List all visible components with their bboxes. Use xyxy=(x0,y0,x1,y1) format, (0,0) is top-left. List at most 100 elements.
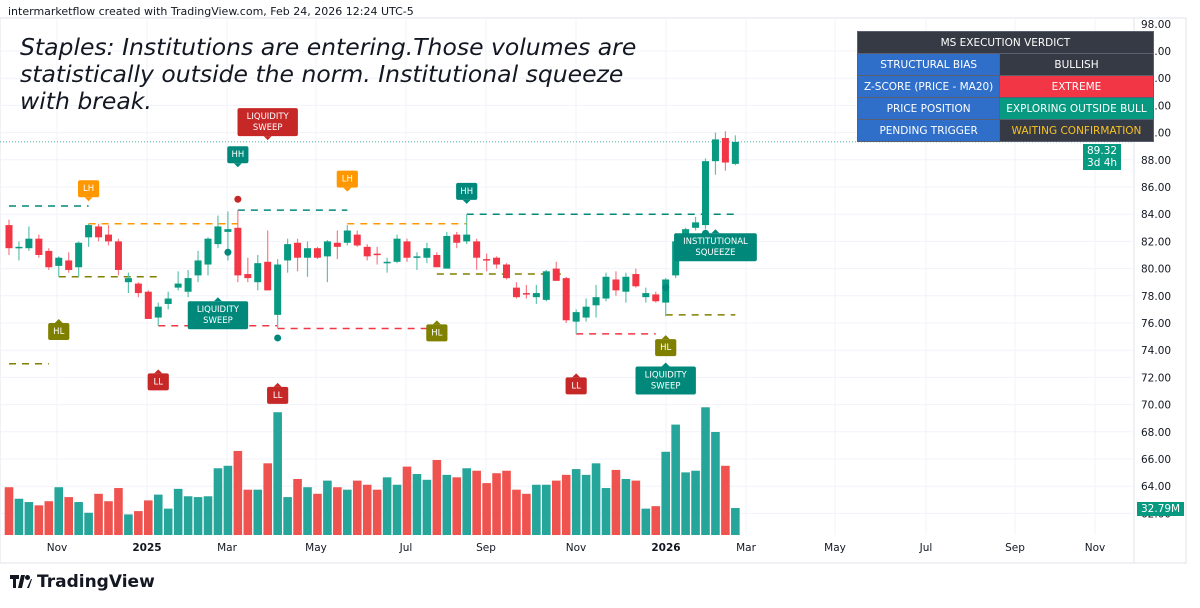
verdict-value: EXPLORING OUTSIDE BULL xyxy=(999,97,1154,120)
candle-body xyxy=(473,241,481,258)
volume-bar xyxy=(542,484,551,535)
logo-text: TradingView xyxy=(37,572,155,592)
candle-body xyxy=(65,260,73,270)
bar-countdown: 3d 4h xyxy=(1087,157,1118,169)
label-box xyxy=(456,182,478,200)
label-text: LIQUIDITY xyxy=(645,371,688,381)
verdict-key: STRUCTURAL BIAS xyxy=(856,53,1001,76)
structure-label-lh: LH xyxy=(336,170,358,192)
volume-bar xyxy=(641,508,651,535)
label-box xyxy=(336,170,358,188)
candle-body xyxy=(702,161,709,226)
verdict-key: Z-SCORE (PRICE - MA20) xyxy=(856,75,1001,98)
candle-body xyxy=(204,238,212,265)
volume-bar xyxy=(24,502,34,535)
label-text: LH xyxy=(83,184,94,194)
y-tick-label: 86.00 xyxy=(1141,182,1171,194)
volume-bar xyxy=(422,479,432,535)
x-tick-label: May xyxy=(824,542,846,554)
label-text: SQUEEZE xyxy=(695,248,735,258)
candle-body xyxy=(144,291,152,319)
y-tick-label: 72.00 xyxy=(1141,372,1171,384)
volume-bar xyxy=(173,488,183,535)
x-tick-label: Nov xyxy=(1085,542,1106,554)
label-pointer xyxy=(343,187,352,192)
verdict-table: MS EXECUTION VERDICT STRUCTURAL BIAS BULL… xyxy=(856,31,1154,142)
label-text: SWEEP xyxy=(203,316,233,326)
volume-bar xyxy=(551,480,561,535)
volume-bar xyxy=(352,480,362,535)
structure-label-ll: LL xyxy=(267,382,289,404)
signal-dot xyxy=(662,284,670,292)
volume-bar xyxy=(243,489,253,535)
candle-body xyxy=(5,225,13,249)
volume-bar xyxy=(223,465,233,535)
structure-label-ll: LL xyxy=(147,369,169,391)
y-tick-label: 78.00 xyxy=(1141,291,1171,303)
volume-bar xyxy=(561,474,571,535)
volume-bar xyxy=(581,474,591,535)
y-tick-label: 76.00 xyxy=(1141,318,1171,330)
signal-dot xyxy=(234,195,242,203)
y-tick-label: 70.00 xyxy=(1141,400,1171,412)
structure-label-hh: HH xyxy=(456,182,478,204)
candle-body xyxy=(343,230,351,243)
label-box xyxy=(655,339,677,357)
label-text: SWEEP xyxy=(651,382,681,392)
candle-body xyxy=(522,293,530,295)
x-tick-label: 2026 xyxy=(651,542,680,554)
verdict-key: PENDING TRIGGER xyxy=(856,119,1001,142)
volume-bar xyxy=(671,424,680,535)
signal-dot xyxy=(224,248,232,256)
candle-body xyxy=(503,264,510,279)
y-tick-label: 98.00 xyxy=(1141,19,1171,31)
candle-body xyxy=(95,226,103,238)
candle-body xyxy=(532,293,540,298)
volume-bar xyxy=(611,469,621,535)
label-box xyxy=(674,233,757,262)
candle-body xyxy=(493,257,501,265)
candle-body xyxy=(114,241,122,270)
volume-bar xyxy=(462,468,471,535)
candle-body xyxy=(274,264,282,315)
candle-body xyxy=(164,298,172,304)
volume-bar xyxy=(64,497,73,535)
label-text: HH xyxy=(460,187,473,197)
candle-body xyxy=(224,229,232,232)
volume-bar xyxy=(721,465,730,535)
volume-bar xyxy=(661,451,670,535)
tradingview-logo[interactable]: TradingView xyxy=(10,572,155,592)
volume-bar xyxy=(94,493,103,535)
volume-bar xyxy=(54,487,64,535)
volume-bar xyxy=(153,494,163,535)
volume-bar xyxy=(362,484,372,535)
label-text: HL xyxy=(53,327,64,337)
candle-body xyxy=(731,141,739,164)
candle-body xyxy=(15,246,23,249)
label-box xyxy=(187,301,249,330)
label-pointer xyxy=(233,163,242,168)
candle-body xyxy=(55,257,63,266)
candle-body xyxy=(711,139,719,162)
volume-bar xyxy=(601,488,611,535)
candle-body xyxy=(313,248,321,258)
y-tick-label: 74.00 xyxy=(1141,345,1171,357)
volume-bar xyxy=(134,511,143,535)
candle-body xyxy=(333,242,341,247)
volume-bar xyxy=(84,512,93,535)
candle-body xyxy=(284,244,292,261)
candle-body xyxy=(642,293,650,298)
candle-body xyxy=(184,278,192,292)
volume-bar xyxy=(283,497,292,535)
label-text: HH xyxy=(231,150,244,160)
candle-body xyxy=(174,283,182,288)
label-text: LL xyxy=(273,391,283,401)
label-pointer xyxy=(711,229,720,234)
volume-bar xyxy=(532,484,541,535)
candle-body xyxy=(423,248,431,258)
volume-bar xyxy=(432,460,442,535)
structure-label-hl: HL xyxy=(655,335,677,357)
label-pointer xyxy=(154,369,163,374)
label-box xyxy=(227,146,249,164)
